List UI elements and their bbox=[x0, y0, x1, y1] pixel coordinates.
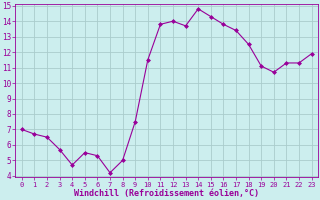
X-axis label: Windchill (Refroidissement éolien,°C): Windchill (Refroidissement éolien,°C) bbox=[74, 189, 259, 198]
